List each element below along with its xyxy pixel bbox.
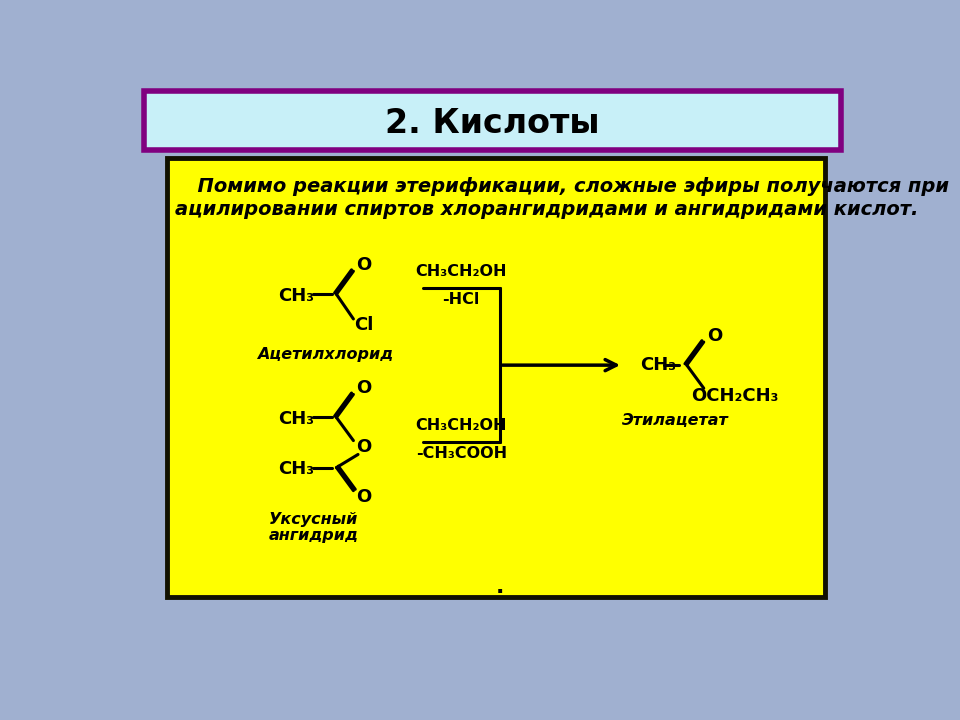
Text: O: O [707,327,722,345]
Text: .: . [495,577,504,597]
Text: CH₃: CH₃ [278,287,315,305]
Text: -HCl: -HCl [443,292,480,307]
Text: CH₃: CH₃ [278,460,315,478]
Text: OCH₂CH₃: OCH₂CH₃ [691,387,779,405]
Text: -CH₃COOH: -CH₃COOH [416,446,507,462]
Text: ацилировании спиртов хлорангидридами и ангидридами кислот.: ацилировании спиртов хлорангидридами и а… [175,200,918,220]
Text: O: O [356,256,372,274]
Text: O: O [356,488,372,506]
Text: 2. Кислоты: 2. Кислоты [385,107,599,140]
Text: Помимо реакции этерификации, сложные эфиры получаются при: Помимо реакции этерификации, сложные эфи… [184,177,949,197]
Text: Этилацетат: Этилацетат [622,413,729,428]
Text: CH₃: CH₃ [639,356,676,374]
Text: Ацетилхлорид: Ацетилхлорид [257,347,393,362]
Text: O: O [356,438,372,456]
Bar [144,91,841,150]
Text: CH₃CH₂OH: CH₃CH₂OH [416,264,507,279]
Text: CH₃: CH₃ [278,410,315,428]
Text: ангидрид: ангидрид [269,528,358,543]
Text: Cl: Cl [354,316,373,334]
Bar [167,158,826,597]
Text: CH₃CH₂OH: CH₃CH₂OH [416,418,507,433]
Text: O: O [356,379,372,397]
Text: Уксусный: Уксусный [269,513,358,528]
